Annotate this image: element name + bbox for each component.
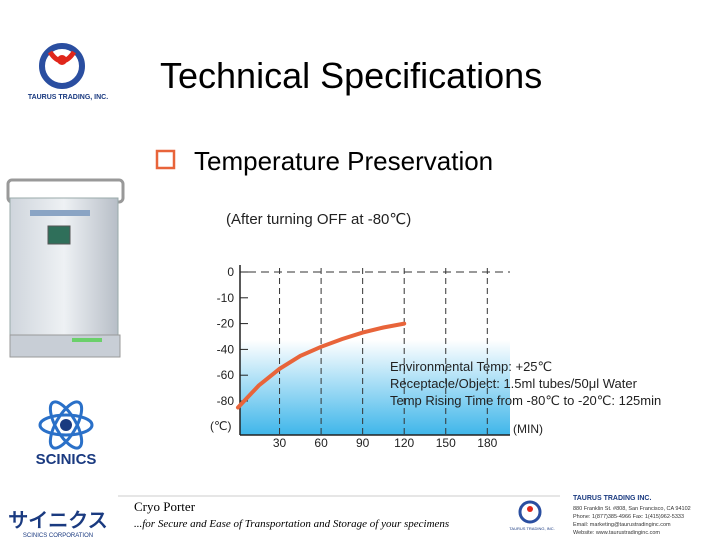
y-tick-label: 0 [227,265,234,279]
company-name: TAURUS TRADING INC. [573,495,651,502]
x-tick-label: 90 [356,436,370,450]
contact-line: Phone: 1(877)385-4966 Fax: 1(415)962-533… [573,514,684,520]
chart: (After turning OFF at -80℃) 0 -10 -20 -40 -60… [210,211,661,450]
chart-title: (After turning OFF at -80℃) [226,211,411,228]
bullet-icon [155,149,176,170]
data-line [236,321,407,410]
annotation: Temp Rising Time from -80℃ to -20℃: 125m… [390,393,661,408]
taurus-logo: TAURUS TRADING, INC. [28,43,108,101]
tagline: ...for Secure and Ease of Transportation… [134,518,449,530]
plot-fill [240,340,510,435]
x-tick-label: 30 [273,436,287,450]
y-tick-label: -60 [217,368,235,382]
y-tick-label: -40 [217,342,235,356]
annotation: Environmental Temp: +25℃ [390,359,552,374]
x-tick-label: 120 [394,436,414,450]
contact-line: Email: marketing@taurustradinginc.com [573,522,671,528]
contact-line: 880 Franklin St. #808, San Francisco, CA… [573,506,691,512]
x-tick-label: 60 [314,436,328,450]
y-axis-label: (℃) [210,419,231,433]
annotation: Receptacle/Object: 1.5ml tubes/50μl Wate… [390,376,638,391]
logo-text: SCINICS [36,451,97,468]
x-tick-label: 180 [477,436,497,450]
scinics-logo: SCINICS サイニクス SCINICS CORPORATION [8,400,108,539]
logo-text: TAURUS TRADING, INC. [28,94,108,101]
x-axis-label: (MIN) [513,422,543,436]
device-image [6,178,125,358]
y-tick-label: -80 [217,394,235,408]
y-tick-label: -10 [217,291,235,305]
logo-text: TAURUS TRADING, INC. [509,526,554,531]
logo-text: サイニクス [8,509,107,532]
footer-logo: TAURUS TRADING, INC. [509,500,555,531]
product-name: Cryo Porter [134,499,196,514]
logo-text: SCINICS CORPORATION [23,533,93,539]
slide-title: Technical Specifications [160,55,542,96]
x-tick-label: 150 [436,436,456,450]
bullet-text: Temperature Preservation [194,146,493,176]
contact-line: Website: www.taurustradinginc.com [573,530,660,536]
y-tick-label: -20 [217,317,235,331]
